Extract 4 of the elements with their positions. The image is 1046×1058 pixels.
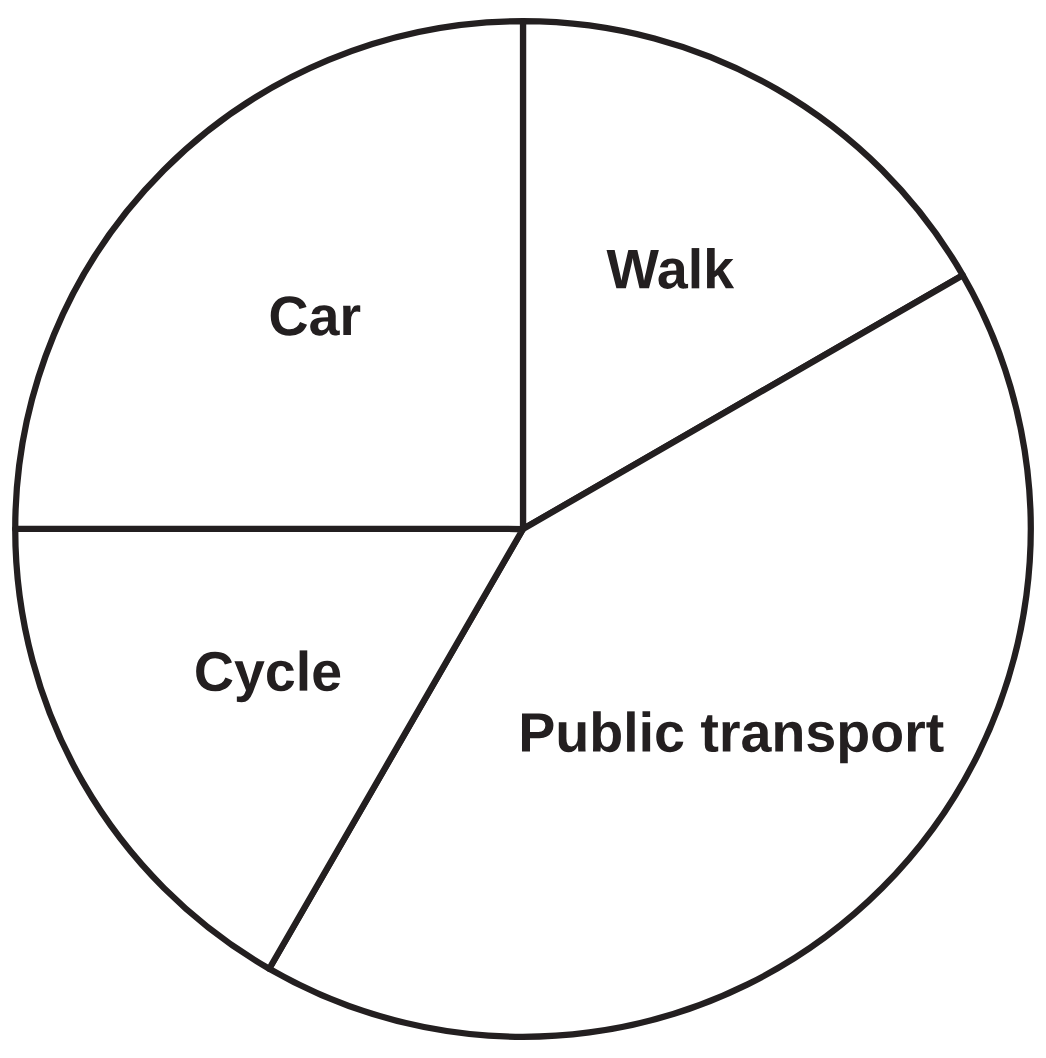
slice-label: Cycle bbox=[196, 650, 341, 703]
slice-label: Walk bbox=[606, 248, 735, 289]
slice-label: Car bbox=[270, 296, 361, 336]
slice-label: Public transport bbox=[521, 711, 944, 764]
